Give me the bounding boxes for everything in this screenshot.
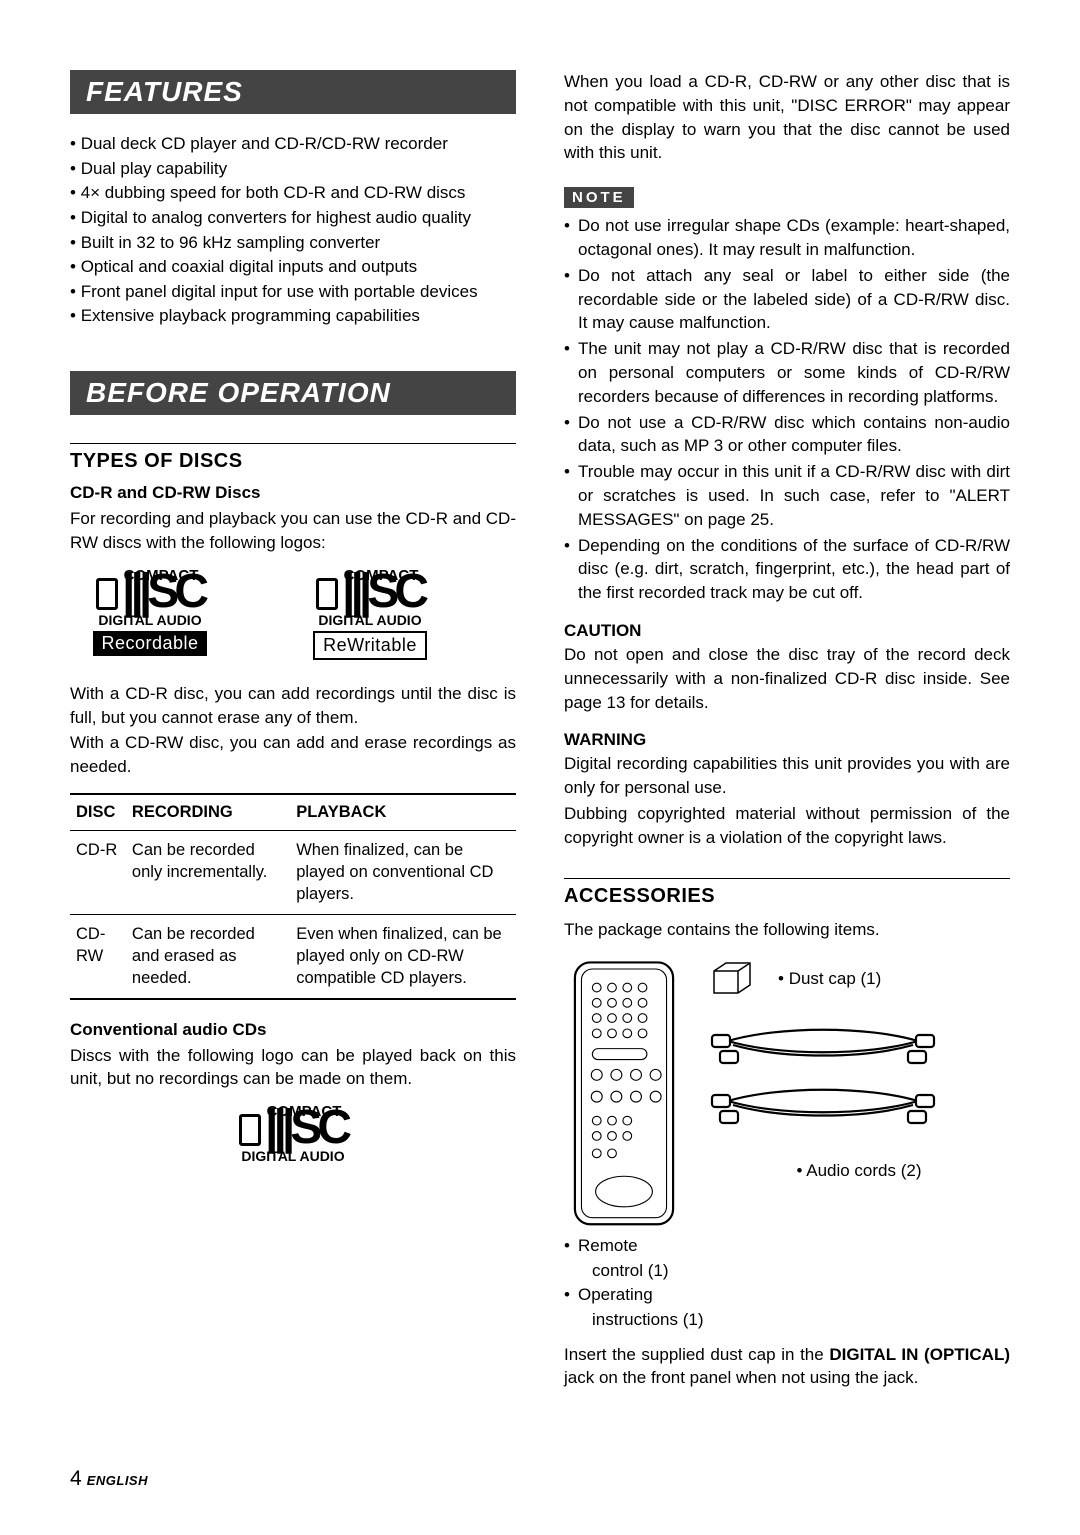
table-cell: Even when finalized, can be played only …	[290, 914, 516, 998]
table-header-playback: PLAYBACK	[290, 794, 516, 831]
conventional-cds-text: Discs with the following logo can be pla…	[70, 1044, 516, 1092]
table-cell: When finalized, can be played on convent…	[290, 830, 516, 914]
dust-cap-label: • Dust cap (1)	[778, 969, 881, 989]
accessories-row: • Dust cap (1)	[564, 957, 1010, 1230]
page-language: ENGLISH	[87, 1473, 148, 1488]
remote-control-icon	[564, 957, 684, 1230]
note-list: Do not use irregular shape CDs (example:…	[564, 214, 1010, 605]
caution-text: Do not open and close the disc tray of t…	[564, 643, 1010, 714]
page-footer: 4 ENGLISH	[70, 1467, 148, 1491]
dustcap-row: • Dust cap (1)	[708, 957, 1010, 1001]
logo-d-icon	[316, 578, 338, 610]
table-row: CD-R Can be recorded only incrementally.…	[70, 830, 516, 914]
note-item: Do not use irregular shape CDs (example:…	[564, 214, 1010, 262]
table-header-disc: DISC	[70, 794, 126, 831]
accessories-title: ACCESSORIES	[564, 878, 1010, 908]
disc-table: DISC RECORDING PLAYBACK CD-R Can be reco…	[70, 793, 516, 1000]
logo-d-icon	[239, 1114, 261, 1146]
note-item: Depending on the conditions of the surfa…	[564, 534, 1010, 605]
recordable-badge: Recordable	[93, 631, 206, 656]
cd-audio-logo: COMPACT |||SC DIGITAL AUDIO	[213, 1103, 373, 1164]
table-cell: CD-RW	[70, 914, 126, 998]
acc-operating-label: Operating	[564, 1283, 1010, 1308]
table-cell: Can be recorded and erased as needed.	[126, 914, 290, 998]
conventional-cds-heading: Conventional audio CDs	[70, 1020, 516, 1040]
disc-logo-row: COMPACT |||SC DIGITAL AUDIO Recordable C…	[70, 567, 516, 660]
feature-item: 4× dubbing speed for both CD-R and CD-RW…	[70, 181, 516, 206]
features-header: FEATURES	[70, 70, 516, 114]
cdr-paragraph-1: With a CD-R disc, you can add recordings…	[70, 682, 516, 730]
logo-disc-text: |||SC	[342, 574, 424, 610]
note-item: Do not attach any seal or label to eithe…	[564, 264, 1010, 335]
rewritable-badge: ReWritable	[313, 631, 427, 660]
accessories-right-column: • Dust cap (1)	[708, 957, 1010, 1181]
feature-item: Dual play capability	[70, 157, 516, 182]
types-of-discs-title: TYPES OF DISCS	[70, 443, 516, 473]
logo-d-icon	[96, 578, 118, 610]
caution-label: CAUTION	[564, 621, 1010, 641]
accessories-note: Insert the supplied dust cap in the DIGI…	[564, 1343, 1010, 1391]
table-header-recording: RECORDING	[126, 794, 290, 831]
warning-text-2: Dubbing copyrighted material without per…	[564, 802, 1010, 850]
table-row: CD-RW Can be recorded and erased as need…	[70, 914, 516, 998]
acc-remote-label-2: control (1)	[564, 1259, 1010, 1284]
accessories-intro: The package contains the following items…	[564, 918, 1010, 942]
features-list: Dual deck CD player and CD-R/CD-RW recor…	[70, 132, 516, 329]
table-cell: Can be recorded only incrementally.	[126, 830, 290, 914]
table-cell: CD-R	[70, 830, 126, 914]
acc-remote-label: Remote	[564, 1234, 1010, 1259]
accessories-list: Remote control (1) Operating instruction…	[564, 1234, 1010, 1333]
feature-item: Dual deck CD player and CD-R/CD-RW recor…	[70, 132, 516, 157]
audio-cords-label: • Audio cords (2)	[708, 1161, 1010, 1181]
feature-item: Front panel digital input for use with p…	[70, 280, 516, 305]
logo-digital-audio-text: DIGITAL AUDIO	[318, 612, 421, 628]
left-column: FEATURES Dual deck CD player and CD-R/CD…	[70, 70, 516, 1402]
feature-item: Extensive playback programming capabilit…	[70, 304, 516, 329]
cdr-intro-text: For recording and playback you can use t…	[70, 507, 516, 555]
feature-item: Digital to analog converters for highest…	[70, 206, 516, 231]
logo-digital-audio-text: DIGITAL AUDIO	[241, 1148, 344, 1164]
cdr-paragraph-2: With a CD-RW disc, you can add and erase…	[70, 731, 516, 779]
disc-error-text: When you load a CD-R, CD-RW or any other…	[564, 70, 1010, 165]
feature-item: Optical and coaxial digital inputs and o…	[70, 255, 516, 280]
logo-disc-text: |||SC	[265, 1110, 347, 1146]
note-item: Trouble may occur in this unit if a CD-R…	[564, 460, 1010, 531]
note-badge: NOTE	[564, 187, 634, 208]
cd-recordable-logo: COMPACT |||SC DIGITAL AUDIO Recordable	[70, 567, 230, 660]
cdr-cdrw-heading: CD-R and CD-RW Discs	[70, 483, 516, 503]
dust-cap-icon	[708, 957, 758, 1001]
acc-operating-label-2: instructions (1)	[564, 1308, 1010, 1333]
note-item: The unit may not play a CD-R/RW disc tha…	[564, 337, 1010, 408]
logo-digital-audio-text: DIGITAL AUDIO	[98, 612, 201, 628]
audio-cords-icon	[708, 1021, 938, 1141]
right-column: When you load a CD-R, CD-RW or any other…	[564, 70, 1010, 1402]
feature-item: Built in 32 to 96 kHz sampling converter	[70, 231, 516, 256]
page-number: 4	[70, 1467, 82, 1490]
warning-label: WARNING	[564, 730, 1010, 750]
cd-rewritable-logo: COMPACT |||SC DIGITAL AUDIO ReWritable	[290, 567, 450, 660]
warning-text-1: Digital recording capabilities this unit…	[564, 752, 1010, 800]
logo-disc-text: |||SC	[122, 574, 204, 610]
before-operation-header: BEFORE OPERATION	[70, 371, 516, 415]
note-item: Do not use a CD-R/RW disc which contains…	[564, 411, 1010, 459]
